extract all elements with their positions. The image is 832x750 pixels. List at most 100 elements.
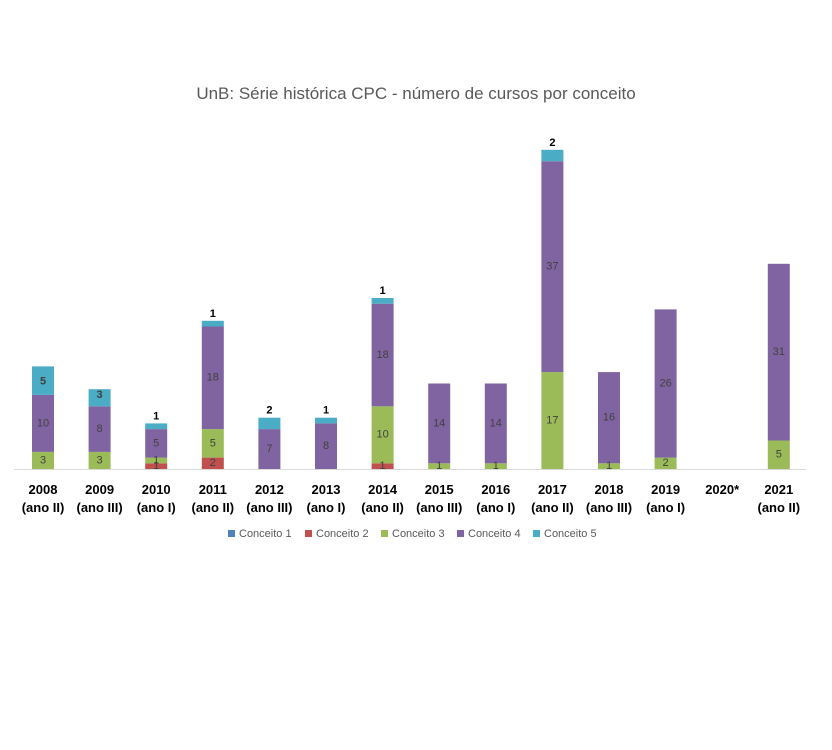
data-label: 2: [549, 137, 555, 149]
data-label: 10: [37, 417, 49, 429]
legend: Conceito 1 Conceito 2 Conceito 3 Conceito 4…: [228, 528, 597, 540]
data-label: 5: [776, 449, 782, 461]
legend-label: Conceito 5: [544, 528, 597, 540]
bar-segment-conceito-3-9: [541, 372, 564, 469]
data-label: 5: [153, 437, 159, 449]
data-label: 2: [210, 457, 216, 469]
legend-label: Conceito 1: [239, 528, 292, 540]
bar-segment-conceito-3-2: [145, 457, 168, 464]
bar-segment-conceito-5-0: [32, 366, 54, 395]
data-label: 18: [376, 349, 388, 361]
category-sublabel: (ano I): [476, 500, 515, 515]
bar-segment-conceito-3-10: [598, 463, 620, 469]
bars-group: [32, 149, 790, 469]
category-sublabel: (ano III): [416, 500, 462, 515]
data-label: 16: [603, 412, 615, 424]
bar-segment-conceito-4-13: [767, 263, 790, 441]
category-label: 2017: [538, 482, 567, 497]
data-label: 5: [40, 375, 46, 387]
legend-label: Conceito 4: [468, 528, 521, 540]
category-label: 2013: [312, 482, 341, 497]
category-label: 2019: [651, 482, 680, 497]
category-sublabel: (ano II): [22, 500, 65, 515]
category-label: 2012: [255, 482, 284, 497]
bar-segment-conceito-4-0: [32, 394, 54, 452]
data-label: 26: [659, 377, 671, 389]
data-label: 1: [436, 460, 442, 472]
category-label: 2015: [425, 482, 454, 497]
bar-segment-conceito-3-11: [654, 457, 677, 469]
legend-swatch: [457, 530, 464, 537]
legend-label: Conceito 3: [392, 528, 445, 540]
legend-label: Conceito 2: [316, 528, 369, 540]
bar-segment-conceito-5-1: [88, 389, 111, 407]
data-label: 37: [546, 261, 558, 273]
category-label: 2010: [142, 482, 171, 497]
data-label: 18: [207, 372, 219, 384]
category-label: 2009: [85, 482, 114, 497]
bar-segment-conceito-3-3: [201, 429, 224, 458]
bar-segment-conceito-3-6: [371, 406, 394, 464]
data-label: 1: [380, 460, 386, 472]
bar-segment-conceito-2-2: [145, 463, 168, 469]
data-label: 5: [210, 437, 216, 449]
category-label: 2018: [595, 482, 624, 497]
category-sublabel: (ano II): [531, 500, 574, 515]
bar-segment-conceito-4-1: [88, 406, 111, 452]
bar-segment-conceito-4-6: [371, 303, 394, 407]
bar-segment-conceito-3-8: [484, 463, 507, 469]
data-label: 17: [546, 414, 558, 426]
category-sublabel: (ano III): [76, 500, 122, 515]
category-label: 2021: [764, 482, 793, 497]
bar-segment-conceito-4-11: [654, 309, 677, 458]
bar-segment-conceito-4-8: [484, 383, 507, 464]
category-sublabel: (ano I): [137, 500, 176, 515]
data-label: 1: [153, 454, 159, 466]
bar-segment-conceito-4-10: [598, 372, 620, 464]
data-label: 1: [606, 460, 612, 472]
category-label: 2016: [481, 482, 510, 497]
bar-segment-conceito-2-6: [371, 463, 394, 469]
data-label: 1: [380, 285, 386, 297]
category-sublabel: (ano III): [586, 500, 632, 515]
bar-segment-conceito-5-4: [258, 417, 281, 430]
bar-segment-conceito-4-9: [541, 161, 564, 373]
bar-segment-conceito-4-4: [258, 429, 281, 469]
chart-title: UnB: Série histórica CPC - número de cur…: [196, 84, 636, 103]
bar-segment-conceito-4-2: [145, 429, 168, 458]
data-label: 1: [323, 405, 329, 417]
bar-segment-conceito-5-2: [145, 423, 168, 430]
data-label: 2: [663, 457, 669, 469]
data-label: 8: [97, 423, 103, 435]
data-label: 1: [493, 460, 499, 472]
category-sublabel: (ano I): [646, 500, 685, 515]
bar-segment-conceito-3-1: [88, 451, 111, 469]
bar-segment-conceito-3-13: [767, 440, 790, 469]
bar-segment-conceito-5-5: [315, 417, 337, 424]
data-label: 3: [97, 389, 103, 401]
data-label: 3: [40, 454, 46, 466]
data-label: 14: [490, 417, 502, 429]
data-label: 8: [323, 440, 329, 452]
legend-swatch: [381, 530, 388, 537]
data-label: 2: [266, 405, 272, 417]
bar-segment-conceito-2-3: [201, 457, 224, 469]
data-label: 1: [210, 308, 216, 320]
data-label: 7: [266, 443, 272, 455]
bar-segment-conceito-4-7: [428, 383, 451, 464]
category-labels: 2008 (ano II) 2009 (ano III) 2010 (ano I) 2011…: [22, 482, 800, 515]
category-sublabel: (ano III): [246, 500, 292, 515]
data-label: 31: [773, 346, 785, 358]
category-label: 2011: [199, 482, 227, 497]
category-label: 2008: [29, 482, 58, 497]
data-label: 1: [153, 460, 159, 472]
category-sublabel: (ano I): [307, 500, 346, 515]
bar-segment-conceito-3-7: [428, 463, 451, 469]
bar-segment-conceito-5-9: [541, 149, 564, 162]
legend-swatch: [533, 530, 540, 537]
legend-swatch: [305, 530, 312, 537]
legend-swatch: [228, 530, 235, 537]
data-label: 1: [153, 410, 159, 422]
